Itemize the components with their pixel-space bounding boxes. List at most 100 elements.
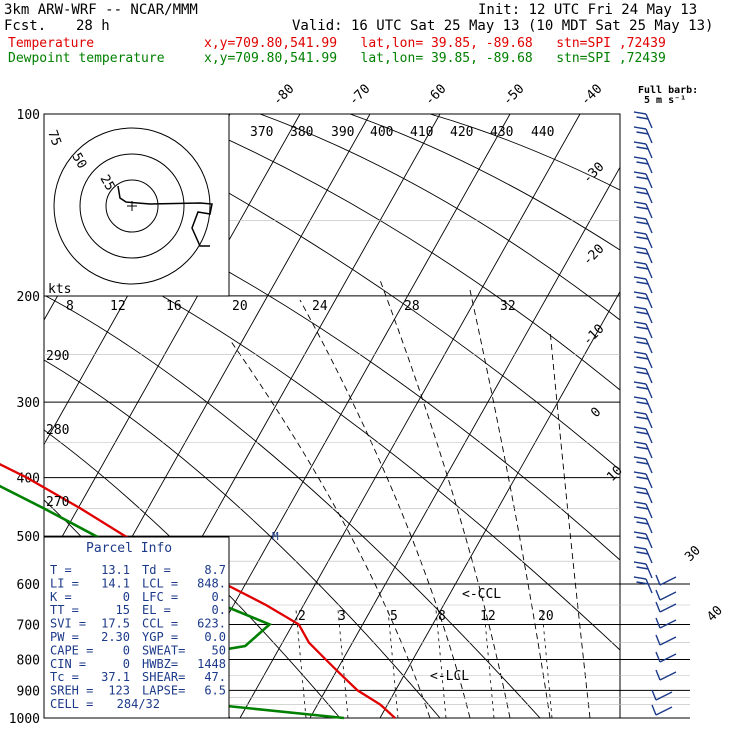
wind-barb <box>633 141 653 159</box>
mixing-ratio-label: 12 <box>480 609 496 624</box>
wind-barb <box>633 381 653 399</box>
parcel-value: 8.7 <box>204 563 226 577</box>
parcel-key: CIN = <box>50 657 86 671</box>
parcel-key: PW = <box>50 630 79 644</box>
mixing-ratio-label: 2 <box>298 609 306 624</box>
pressure-tick-label: 500 <box>17 530 40 545</box>
parcel-key: SHEAR= <box>142 670 185 684</box>
parcel-key: HWBZ= <box>142 657 178 671</box>
wind-barb <box>651 704 673 716</box>
wind-barb <box>633 366 653 384</box>
wind-barb <box>633 456 653 474</box>
parcel-key: TT = <box>50 603 79 617</box>
wind-barb <box>633 471 653 489</box>
wind-barb <box>633 441 653 459</box>
parcel-key: LAPSE= <box>142 684 185 698</box>
theta-label: 420 <box>450 125 473 140</box>
temperature-location: x,y=709.80,541.99 lat,lon= 39.85, -89.68… <box>204 36 666 51</box>
isotherm-label: -50 <box>500 82 527 109</box>
parcel-key: CAPE = <box>50 643 93 657</box>
wind-barb <box>655 601 677 613</box>
wind-barb <box>633 171 653 189</box>
wind-barb <box>633 516 653 534</box>
theta-label: 390 <box>331 125 354 140</box>
parcel-value: 0 <box>123 657 130 671</box>
parcel-key: YGP = <box>142 630 178 644</box>
wind-barb <box>633 231 653 249</box>
wind-barb <box>633 396 653 414</box>
parcel-value: 123 <box>108 684 130 698</box>
isotherm-label: -40 <box>578 82 605 109</box>
wind-barb <box>633 531 653 549</box>
wind-barb <box>655 617 677 629</box>
theta-label: 430 <box>490 125 513 140</box>
parcel-value: 0. <box>212 603 226 617</box>
theta-label: 290 <box>46 349 69 364</box>
wind-barbs <box>633 111 677 716</box>
theta-label: 370 <box>250 125 273 140</box>
parcel-value: 17.5 <box>101 617 130 631</box>
temperature-series <box>0 463 396 719</box>
parcel-value: 6.5 <box>204 684 226 698</box>
parcel-key: LI = <box>50 576 79 590</box>
parcel-key: SREH = <box>50 684 93 698</box>
wind-barb <box>633 201 653 219</box>
speed-label: 8 <box>66 299 74 314</box>
wind-barb <box>655 651 677 663</box>
isotherm-label: -20 <box>580 242 607 269</box>
dewpoint-legend: Dewpoint temperature <box>8 51 165 66</box>
pressure-tick-label: 1000 <box>9 712 40 727</box>
parcel-value: 14.1 <box>101 576 130 590</box>
wind-barb <box>633 561 653 579</box>
fcst-value: 28 h <box>76 18 110 34</box>
temperature-legend: Temperature <box>8 36 95 51</box>
speed-axis-labels: 8 12 16 20 24 28 32 <box>66 299 516 314</box>
parcel-value: 37.1 <box>101 670 130 684</box>
parcel-value: 13.1 <box>101 563 130 577</box>
speed-label: 24 <box>312 299 328 314</box>
parcel-key: CELL = <box>50 697 93 711</box>
mixing-ratio-label: 8 <box>438 609 446 624</box>
wind-barb <box>655 669 677 681</box>
parcel-key: SWEAT= <box>142 643 185 657</box>
pressure-tick-label: 700 <box>17 618 40 633</box>
parcel-value: 848. <box>197 576 226 590</box>
wind-barb <box>633 216 653 234</box>
wind-barb <box>633 411 653 429</box>
hodo-ring-75: 75 <box>44 128 63 148</box>
speed-label: 32 <box>500 299 516 314</box>
moist-adiabat-lines <box>229 279 591 718</box>
mixing-ratio-label: 20 <box>538 609 554 624</box>
parcel-value: 50 <box>212 643 226 657</box>
parcel-key: Tc = <box>50 670 79 684</box>
parcel-value: 623. <box>197 617 226 631</box>
dewpoint-location: x,y=709.80,541.99 lat,lon= 39.85, -89.68… <box>204 51 666 66</box>
wind-barb <box>633 426 653 444</box>
wind-barb <box>633 306 653 324</box>
hodo-ring-25: 25 <box>97 173 118 194</box>
hodo-units: kts <box>48 282 71 297</box>
wind-barb <box>633 576 653 594</box>
speed-label: 20 <box>232 299 248 314</box>
mixing-ratio-label: 3 <box>338 609 346 624</box>
isotherm-label: 40 <box>704 603 726 625</box>
model-title: 3km ARW-WRF -- NCAR/MMM <box>4 2 198 18</box>
theta-label: 400 <box>370 125 393 140</box>
init-time: Init: 12 UTC Fri 24 May 13 <box>478 2 698 18</box>
wind-barb <box>633 261 653 279</box>
wind-barb <box>633 291 653 309</box>
wind-barb <box>633 546 653 564</box>
theta-label: 280 <box>46 423 69 438</box>
wind-barb <box>633 321 653 339</box>
wind-barb <box>633 336 653 354</box>
isotherm-label: -70 <box>346 82 373 109</box>
hodograph: 75 50 25 kts <box>43 113 230 297</box>
parcel-info-box: Parcel Info T = 13.1 Td = 8.7 LI = 14.1 LCL = 8… <box>43 536 230 719</box>
speed-label: 12 <box>110 299 126 314</box>
isotherm-label: -10 <box>580 322 607 349</box>
wind-barb <box>633 246 653 264</box>
parcel-key: EL = <box>142 603 171 617</box>
dry-adiabat-lines <box>44 114 620 718</box>
parcel-value: 15 <box>116 603 130 617</box>
parcel-value: 0.0 <box>204 630 226 644</box>
